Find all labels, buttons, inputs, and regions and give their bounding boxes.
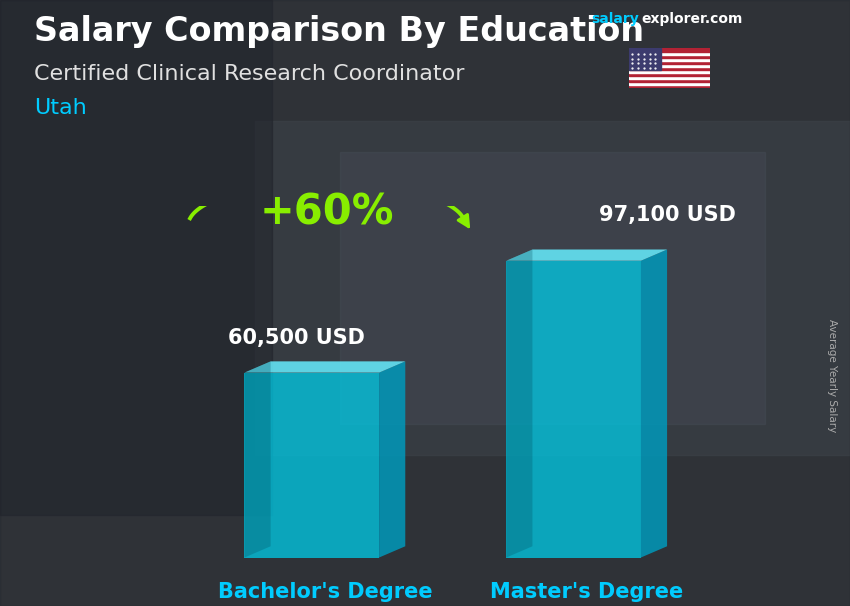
- Polygon shape: [507, 261, 641, 558]
- Bar: [629, 85, 710, 88]
- Text: Bachelor's Degree: Bachelor's Degree: [218, 582, 432, 602]
- Bar: [629, 79, 710, 82]
- Bar: [629, 76, 710, 79]
- Bar: [629, 58, 710, 61]
- Bar: [629, 61, 710, 64]
- Bar: [629, 70, 710, 73]
- Text: explorer.com: explorer.com: [642, 12, 743, 26]
- Text: salary: salary: [591, 12, 638, 26]
- Bar: [340, 152, 765, 424]
- Polygon shape: [507, 250, 667, 261]
- Bar: [0, 0, 272, 515]
- Bar: [629, 52, 710, 55]
- Polygon shape: [245, 361, 405, 373]
- Bar: [255, 121, 850, 454]
- Polygon shape: [507, 250, 532, 558]
- Bar: [629, 48, 661, 70]
- Polygon shape: [245, 373, 379, 558]
- Text: 97,100 USD: 97,100 USD: [598, 205, 735, 225]
- Bar: [629, 55, 710, 58]
- Bar: [629, 82, 710, 85]
- Bar: [629, 67, 710, 70]
- Bar: [629, 73, 710, 76]
- Text: Certified Clinical Research Coordinator: Certified Clinical Research Coordinator: [34, 64, 464, 84]
- Bar: [629, 64, 710, 67]
- Bar: [629, 48, 710, 52]
- Polygon shape: [245, 361, 270, 558]
- Text: +60%: +60%: [259, 191, 394, 233]
- Polygon shape: [379, 361, 405, 558]
- Text: 60,500 USD: 60,500 USD: [229, 328, 366, 348]
- Polygon shape: [641, 250, 667, 558]
- Text: Average Yearly Salary: Average Yearly Salary: [827, 319, 837, 432]
- Text: Salary Comparison By Education: Salary Comparison By Education: [34, 15, 644, 48]
- Text: Master's Degree: Master's Degree: [490, 582, 683, 602]
- Text: Utah: Utah: [34, 98, 87, 118]
